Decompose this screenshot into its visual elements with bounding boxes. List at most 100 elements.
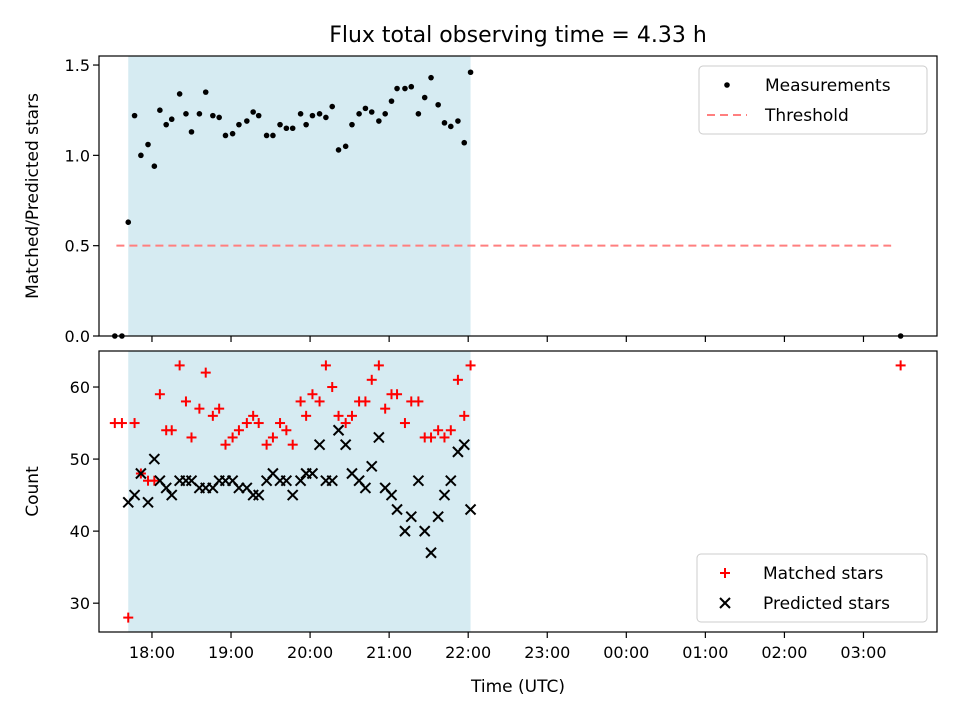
legend-box	[698, 65, 928, 135]
predicted-star-point	[405, 511, 417, 523]
matched-star-point	[267, 432, 278, 443]
legend-measurement-swatch	[724, 82, 730, 88]
predicted-star-point	[412, 474, 425, 487]
predicted-star-point	[280, 474, 293, 487]
matched-star-point	[340, 418, 351, 429]
matched-star-point	[307, 389, 318, 400]
matched-star-point	[149, 475, 160, 486]
measurement-point	[394, 85, 400, 92]
matched-star-point	[459, 410, 470, 421]
y-tick-label: 50	[70, 450, 90, 469]
matched-star-point	[360, 396, 371, 407]
x-tick-label: 20:00	[287, 643, 333, 662]
y-tick-label: 30	[70, 594, 90, 613]
matched-star-point	[287, 439, 298, 450]
measurement-point	[157, 107, 163, 113]
measurement-point	[131, 112, 138, 119]
measurement-point	[376, 118, 382, 124]
predicted-star-point	[313, 438, 326, 451]
top-x-ticks	[151, 336, 865, 342]
measurement-point	[441, 120, 448, 126]
predicted-star-point	[148, 453, 161, 465]
measurement-point	[145, 141, 151, 148]
measurement-point	[297, 111, 304, 117]
top-panel: 0.0 0.5 1.0 1.5 Matched/Predicted stars Mea…	[23, 55, 938, 346]
predicted-star-point	[339, 438, 352, 451]
top-y-axis-label: Matched/Predicted stars	[23, 93, 43, 299]
measurement-point	[216, 114, 222, 121]
measurement-point	[263, 132, 270, 139]
measurement-point	[428, 74, 434, 81]
predicted-star-point	[438, 489, 451, 501]
measurement-point	[421, 94, 428, 101]
top-y-ticks: 0.0 0.5 1.0 1.5	[65, 56, 99, 346]
measurement-point	[461, 139, 468, 146]
x-tick-label: 23:00	[524, 643, 570, 662]
matched-star-point	[445, 425, 456, 436]
matched-star-point	[895, 360, 906, 371]
matched-star-point	[366, 374, 377, 385]
y-tick-label: 1.0	[65, 146, 90, 165]
measurement-point	[349, 121, 355, 128]
matched-star-point	[346, 410, 357, 421]
measurement-point	[244, 118, 250, 124]
bottom-marks	[109, 360, 906, 623]
y-tick-label: 40	[70, 522, 90, 541]
matched-star-point	[452, 374, 463, 385]
predicted-star-point	[432, 511, 444, 523]
x-tick-label: 03:00	[840, 643, 886, 662]
measurement-point	[250, 109, 256, 115]
measurement-point	[202, 89, 209, 95]
bottom-x-ticks: 18:00 19:00 20:00 21:00 22:00 23:00 00:00 01:00…	[129, 632, 887, 662]
measurement-point	[303, 121, 309, 128]
matched-star-point	[320, 360, 331, 371]
matched-star-point	[123, 612, 134, 623]
measurement-point	[236, 121, 242, 128]
predicted-star-point	[326, 474, 338, 487]
matched-star-point	[154, 389, 165, 400]
measurement-point	[402, 85, 408, 92]
x-axis-label: Time (UTC)	[470, 677, 565, 697]
x-tick-label: 01:00	[682, 643, 728, 662]
measurement-point	[163, 121, 169, 128]
measurement-point	[229, 130, 236, 137]
measurement-point	[176, 91, 183, 97]
predicted-star-point	[142, 496, 154, 509]
measurement-point	[435, 101, 441, 108]
predicted-star-point	[306, 467, 319, 480]
bottom-y-axis-label: Count	[23, 466, 43, 517]
matched-star-point	[275, 418, 286, 429]
x-tick-label: 21:00	[366, 643, 412, 662]
x-tick-label: 00:00	[603, 643, 649, 662]
predicted-star-point	[286, 489, 299, 501]
bottom-axes-frame	[98, 350, 938, 633]
measurement-point	[362, 105, 369, 112]
predicted-star-point	[399, 525, 411, 537]
measurement-point	[415, 111, 422, 117]
legend-label: Predicted stars	[763, 594, 890, 614]
legend-label: Measurements	[765, 76, 891, 96]
matched-star-point	[200, 367, 211, 378]
matched-star-point	[166, 425, 177, 436]
measurement-point	[382, 111, 388, 117]
matched-star-point	[399, 418, 410, 429]
matched-star-point	[186, 432, 197, 443]
measurement-point	[323, 114, 329, 121]
x-tick-label: 18:00	[129, 643, 175, 662]
matched-star-point	[281, 425, 292, 436]
measurement-point	[222, 132, 229, 139]
predicted-star-point	[332, 424, 345, 436]
y-tick-label: 1.5	[65, 56, 90, 75]
predicted-star-point	[391, 503, 403, 516]
matched-star-point	[439, 432, 450, 443]
measurement-point	[309, 112, 316, 119]
predicted-star-point	[373, 431, 385, 444]
measurement-point	[467, 69, 474, 76]
predicted-star-point	[445, 474, 457, 487]
matched-star-point	[227, 432, 238, 443]
predicted-star-point	[135, 467, 147, 480]
measurement-point	[138, 152, 144, 159]
measurement-point	[151, 163, 158, 169]
measurement-point	[316, 111, 323, 117]
predicted-star-point	[464, 503, 477, 516]
